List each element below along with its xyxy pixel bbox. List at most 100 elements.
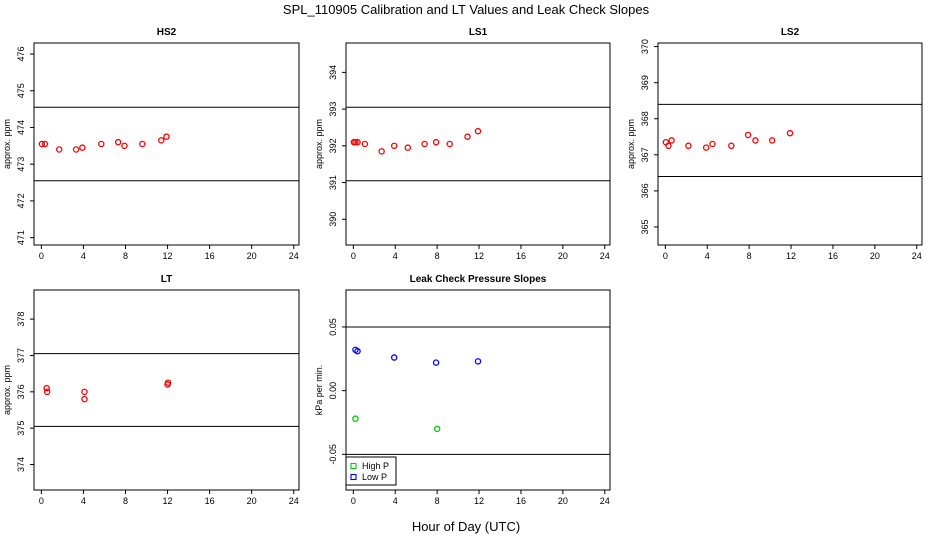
data-point-series-1 bbox=[163, 133, 170, 140]
y-axis-label: approx. ppm bbox=[2, 119, 12, 169]
y-tick-label: 474 bbox=[16, 120, 26, 135]
x-tick-label: 20 bbox=[247, 251, 257, 261]
x-tick-label: 24 bbox=[289, 496, 299, 506]
legend-box bbox=[345, 456, 397, 486]
data-point-series-1 bbox=[728, 142, 735, 150]
data-point-series-1 bbox=[43, 388, 51, 396]
y-tick-label: 365 bbox=[640, 219, 650, 234]
data-point-low-p bbox=[432, 359, 440, 366]
panel-4: LT 0 4 8 12 16 20 24 374 375 376 377 378 approx. ppm bbox=[2, 274, 300, 506]
data-point-series-1 bbox=[702, 144, 710, 151]
x-tick-label: 24 bbox=[289, 251, 299, 261]
y-tick-label: 378 bbox=[16, 312, 26, 327]
y-tick-label: 374 bbox=[16, 457, 26, 472]
y-axis-label: approx. ppm bbox=[314, 119, 324, 169]
y-tick-label: 393 bbox=[328, 102, 338, 117]
plot-frame bbox=[33, 42, 300, 246]
y-tick-label: 375 bbox=[16, 421, 26, 436]
data-point-series-1 bbox=[81, 388, 88, 396]
y-tick-label: 471 bbox=[16, 230, 26, 245]
y-tick-label: 391 bbox=[328, 175, 338, 190]
y-tick-label: 376 bbox=[16, 384, 26, 399]
panel-title: HS2 bbox=[157, 27, 177, 38]
x-tick-label: 0 bbox=[39, 251, 44, 261]
data-point-series-1 bbox=[98, 140, 105, 148]
data-point-series-1 bbox=[744, 131, 752, 139]
x-tick-label: 24 bbox=[600, 251, 610, 261]
data-point-low-p bbox=[390, 354, 398, 361]
data-point-series-1 bbox=[72, 146, 80, 153]
y-tick-label: 475 bbox=[16, 83, 26, 98]
y-tick-label: 0.00 bbox=[328, 382, 338, 400]
y-tick-label: 370 bbox=[640, 39, 650, 54]
x-tick-label: 20 bbox=[558, 251, 568, 261]
data-point-series-1 bbox=[421, 140, 428, 148]
y-axis-label: approx. ppm bbox=[626, 119, 636, 169]
x-tick-label: 16 bbox=[205, 496, 215, 506]
x-tick-label: 16 bbox=[516, 251, 526, 261]
y-tick-label: 366 bbox=[640, 183, 650, 198]
y-tick-label: 392 bbox=[328, 138, 338, 153]
data-point-high-p bbox=[352, 415, 359, 422]
data-point-series-1 bbox=[352, 138, 359, 146]
chart-panels: HS2 0 4 8 12 16 20 24 471 472 473 474 475 476 approx. … bbox=[2, 27, 923, 506]
panel-title: LS1 bbox=[469, 27, 488, 38]
x-tick-label: 8 bbox=[435, 251, 440, 261]
legend-label: High P bbox=[362, 461, 389, 471]
panel-5: Leak Check Pressure Slopes 0 4 8 12 16 20 24 -0.… bbox=[314, 274, 611, 506]
data-point-series-1 bbox=[432, 138, 440, 146]
data-point-series-1 bbox=[354, 138, 361, 146]
panel-title: LT bbox=[161, 274, 172, 285]
y-tick-label: 394 bbox=[328, 65, 338, 80]
y-tick-label: 368 bbox=[640, 111, 650, 126]
x-tick-label: 24 bbox=[600, 496, 610, 506]
data-point-series-1 bbox=[685, 142, 692, 150]
x-tick-label: 0 bbox=[39, 496, 44, 506]
x-tick-label: 4 bbox=[81, 496, 86, 506]
data-point-low-p bbox=[354, 347, 361, 355]
data-point-series-1 bbox=[164, 379, 172, 386]
data-point-series-1 bbox=[81, 395, 88, 403]
data-point-series-1 bbox=[114, 138, 122, 146]
x-tick-label: 8 bbox=[747, 251, 752, 261]
data-point-series-1 bbox=[446, 140, 453, 148]
x-tick-label: 8 bbox=[435, 496, 440, 506]
x-tick-label: 12 bbox=[163, 251, 173, 261]
x-tick-label: 16 bbox=[516, 496, 526, 506]
data-point-series-1 bbox=[668, 137, 675, 144]
plot-frame bbox=[345, 42, 611, 246]
data-point-series-1 bbox=[41, 140, 49, 148]
y-tick-label: 390 bbox=[328, 212, 338, 227]
panel-3: LS2 0 4 8 12 16 20 24 365 366 367 368 369 370 approx. … bbox=[626, 27, 923, 261]
panel-1: HS2 0 4 8 12 16 20 24 471 472 473 474 475 476 approx. … bbox=[2, 27, 300, 261]
figure-xlabel: Hour of Day (UTC) bbox=[412, 519, 520, 534]
x-tick-label: 12 bbox=[163, 496, 173, 506]
legend-label: Low P bbox=[362, 472, 387, 482]
data-point-series-1 bbox=[378, 148, 385, 155]
data-point-series-1 bbox=[79, 144, 86, 151]
data-point-series-1 bbox=[464, 133, 471, 140]
plot-frame bbox=[657, 42, 923, 246]
x-tick-label: 20 bbox=[247, 496, 257, 506]
x-tick-label: 0 bbox=[663, 251, 668, 261]
figure-title: SPL_110905 Calibration and LT Values and… bbox=[283, 2, 650, 17]
data-point-series-1 bbox=[709, 140, 716, 148]
y-tick-label: 0.05 bbox=[328, 318, 338, 336]
data-point-low-p bbox=[474, 358, 482, 365]
data-point-series-1 bbox=[121, 142, 128, 150]
data-point-series-1 bbox=[786, 129, 794, 137]
legend-marker bbox=[350, 473, 357, 481]
y-tick-label: 377 bbox=[16, 348, 26, 363]
plot-frame bbox=[33, 289, 300, 491]
data-point-series-1 bbox=[38, 140, 46, 148]
panel-title: Leak Check Pressure Slopes bbox=[410, 274, 547, 285]
data-point-series-1 bbox=[404, 144, 412, 151]
data-point-series-1 bbox=[43, 384, 50, 392]
x-tick-label: 20 bbox=[870, 251, 880, 261]
x-tick-label: 8 bbox=[123, 251, 128, 261]
data-point-series-1 bbox=[361, 140, 369, 148]
y-tick-label: 369 bbox=[640, 75, 650, 90]
data-point-series-1 bbox=[768, 137, 776, 144]
x-tick-label: 20 bbox=[558, 496, 568, 506]
